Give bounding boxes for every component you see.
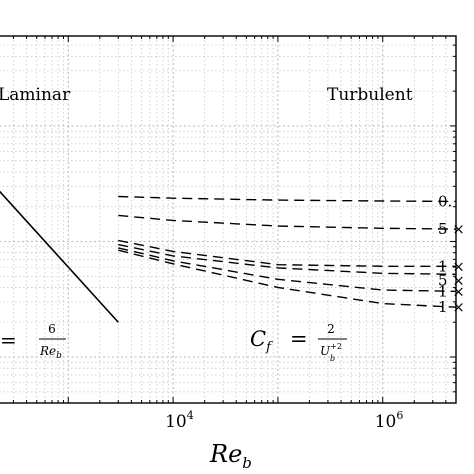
laminar-formula: = 6 Reb (0, 322, 66, 361)
turbulent-line (118, 243, 457, 275)
turbulent-line (118, 195, 457, 203)
turbulent-formula-num: 2 (327, 322, 335, 336)
series-labels: 0.5 ×1 ×5 ×1 ×1 × (438, 192, 465, 316)
turbulent-formula-lhs: Cf (250, 327, 273, 355)
x-tick-label: 106 (375, 409, 404, 432)
turbulent-line (118, 249, 457, 308)
turbulent-line-label: 1 × (438, 282, 465, 300)
plot-frame (0, 35, 457, 404)
turbulent-line-label: 0. (438, 192, 452, 210)
turbulent-line-label: 1 × (438, 298, 465, 316)
laminar-line (0, 190, 119, 323)
series-layer (0, 190, 457, 323)
turbulent-formula: Cf = 2 U+2 b (250, 322, 347, 363)
x-axis-label: Reb (209, 440, 252, 472)
laminar-label: Laminar (0, 85, 71, 105)
turbulent-line (118, 247, 457, 293)
turbulent-line-label: 1 × (438, 257, 465, 275)
turbulent-label: Turbulent (327, 85, 413, 105)
turbulent-formula-den-sub: b (330, 354, 335, 363)
grid (0, 36, 457, 404)
turbulent-formula-den: U+2 (320, 342, 342, 358)
turbulent-line (118, 239, 456, 267)
laminar-formula-num: 6 (48, 322, 56, 336)
turbulent-line-label: 5 × (438, 271, 465, 289)
x-tick-label: 104 (165, 409, 194, 432)
turbulent-line-label: 5 × (438, 220, 465, 238)
x-ticks: 104 106 (12, 36, 457, 432)
turbulent-line (118, 214, 457, 230)
laminar-formula-den: Reb (39, 344, 62, 361)
turbulent-formula-eq: = (290, 327, 308, 351)
laminar-formula-eq: = (0, 328, 17, 352)
